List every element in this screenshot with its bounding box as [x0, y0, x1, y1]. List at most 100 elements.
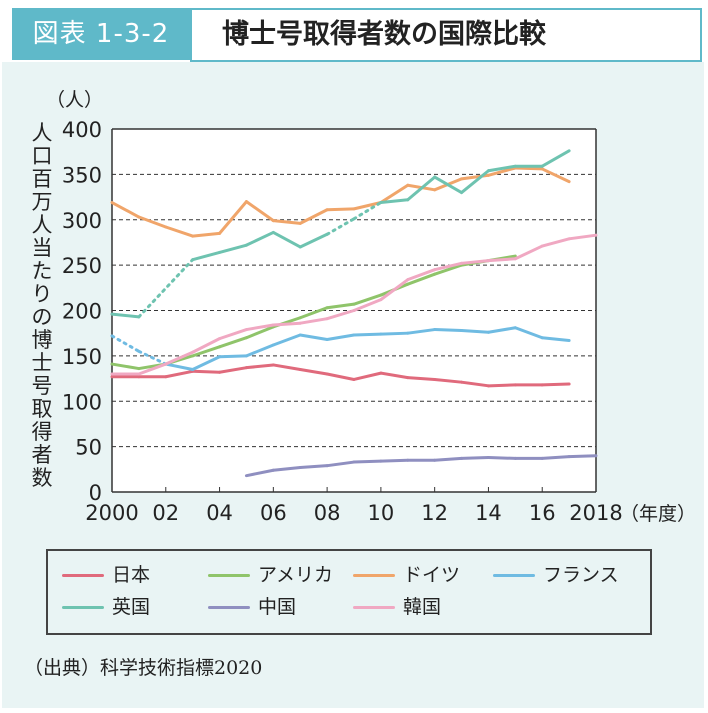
series-segment-germany: [298, 208, 329, 225]
series-segment-france: [325, 333, 356, 342]
series-segment-japan: [433, 377, 464, 384]
series-segment-france: [244, 343, 275, 358]
series-segment-korea: [218, 328, 248, 341]
series-segment-uk: [352, 201, 383, 221]
y-tick-label: 100: [62, 390, 102, 414]
series-segment-korea: [352, 298, 383, 312]
legend-swatch-china: [208, 606, 250, 609]
series-segment-usa: [433, 263, 464, 276]
series-segment-france: [406, 328, 437, 335]
series-germany: [110, 166, 571, 238]
series-segment-japan: [164, 369, 195, 379]
series-segment-japan: [244, 363, 275, 370]
series-segment-japan: [460, 380, 490, 388]
series-segment-korea: [191, 337, 222, 354]
x-tick-label: 02: [152, 501, 179, 525]
series-segment-china: [460, 456, 490, 460]
series-segment-germany: [540, 167, 571, 184]
series-segment-france: [191, 355, 222, 371]
series-segment-korea: [433, 261, 464, 272]
series-segment-japan: [406, 376, 437, 381]
series-segment-japan: [271, 363, 302, 371]
series-segment-germany: [244, 200, 275, 223]
series-segment-japan: [218, 366, 248, 374]
series-segment-korea: [325, 309, 356, 321]
series-segment-germany: [325, 207, 356, 212]
legend-label-germany: ドイツ: [403, 564, 461, 586]
series-segment-korea: [271, 321, 302, 327]
y-axis-label-char: 人: [32, 213, 53, 237]
series-segment-usa: [244, 325, 275, 340]
y-tick-label: 300: [62, 209, 102, 233]
series-segment-germany: [271, 219, 302, 225]
series-segment-korea: [540, 237, 571, 248]
series-segment-usa: [352, 293, 383, 306]
series-segment-uk: [540, 149, 571, 168]
legend-swatch-uk: [62, 606, 104, 609]
legend-label-uk: 英国: [112, 596, 151, 618]
legend-swatch-japan: [62, 574, 104, 577]
series-segment-uk: [325, 217, 356, 236]
x-tick-label: 14: [475, 501, 502, 525]
y-axis-label-char: 百: [32, 167, 53, 191]
series-segment-uk: [110, 312, 141, 319]
series-segment-china: [298, 464, 329, 469]
legend-label-usa: アメリカ: [258, 564, 334, 586]
legend-label-japan: 日本: [112, 564, 151, 586]
series-segment-france: [379, 331, 410, 336]
legend-swatch-usa: [208, 574, 250, 577]
x-tick-label: 2018: [569, 501, 622, 525]
y-axis-label-char: 博: [32, 328, 53, 352]
series-segment-china: [486, 456, 517, 460]
legend-swatch-germany: [353, 574, 395, 577]
series-segment-germany: [352, 201, 383, 211]
series-segment-japan: [298, 367, 329, 376]
series-segment-japan: [325, 372, 356, 381]
series-segment-china: [540, 455, 571, 460]
series-segment-japan: [540, 382, 571, 387]
series-segment-japan: [352, 371, 383, 381]
series-segment-usa: [406, 272, 437, 286]
series-france: [110, 326, 571, 371]
series-segment-france: [433, 328, 464, 332]
series-segment-china: [352, 459, 383, 464]
figure-title: 博士号取得者数の国際比較: [222, 19, 546, 50]
series-segment-france: [298, 333, 329, 342]
series-segment-france: [540, 336, 571, 342]
series-segment-china: [244, 468, 275, 478]
series-segment-france: [137, 349, 168, 366]
series-segment-korea: [406, 268, 437, 282]
series-uk: [110, 149, 571, 319]
series-korea: [110, 233, 598, 376]
series-segment-china: [433, 456, 464, 462]
x-tick-label: 16: [529, 501, 556, 525]
y-axis-label-char: 士: [32, 351, 53, 375]
y-axis-label-char: 口: [32, 144, 53, 168]
y-axis-label-char: 取: [32, 397, 53, 421]
series-segment-uk: [406, 175, 437, 202]
series-segment-usa: [191, 345, 222, 358]
series-segment-usa: [325, 302, 356, 310]
series-segment-france: [218, 354, 248, 359]
series-segment-uk: [460, 169, 490, 195]
series-segment-korea: [298, 317, 329, 325]
y-axis-label-char: 者: [32, 443, 53, 467]
series-segment-france: [486, 326, 517, 334]
x-tick-label: 10: [368, 501, 395, 525]
series-segment-korea: [513, 244, 544, 261]
series-segment-france: [110, 334, 141, 353]
y-tick-label: 200: [62, 300, 102, 324]
series-segment-uk: [244, 230, 275, 247]
series-segment-china: [567, 454, 598, 459]
x-tick-label: 2000: [85, 501, 138, 525]
series-segment-germany: [218, 200, 248, 235]
y-unit-label: （人）: [46, 89, 103, 111]
series-segment-uk: [191, 250, 222, 262]
series-segment-uk: [137, 258, 195, 319]
y-tick-label: 250: [62, 254, 102, 278]
series-segment-france: [271, 333, 302, 347]
series-segment-germany: [110, 201, 141, 219]
y-tick-label: 400: [62, 118, 102, 142]
